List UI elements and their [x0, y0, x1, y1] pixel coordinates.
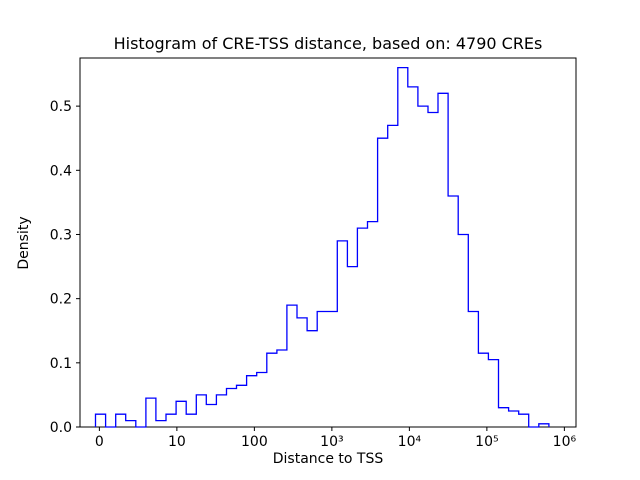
y-tick-label: 0.2	[50, 292, 72, 308]
y-tick-label: 0.3	[50, 227, 72, 243]
x-tick-label: 10³	[320, 434, 343, 450]
x-tick-label: 10⁶	[553, 434, 577, 450]
axes-box	[79, 57, 577, 428]
x-tick-label: 10⁵	[475, 434, 498, 450]
y-tick-label: 0.1	[50, 356, 72, 372]
x-tick-label: 0	[95, 434, 104, 450]
y-tick-label: 0.4	[50, 163, 72, 179]
histogram-step-line	[94, 66, 550, 428]
x-tick-label: 10⁴	[398, 434, 422, 450]
y-tick-label: 0.0	[50, 420, 72, 436]
x-tick-label: 10	[168, 434, 186, 450]
x-axis-label: Distance to TSS	[272, 451, 384, 467]
chart-title: Histogram of CRE-TSS distance, based on:…	[113, 34, 543, 53]
x-tick-label: 100	[241, 434, 268, 450]
y-axis-label: Density	[16, 216, 32, 270]
y-tick-label: 0.5	[50, 99, 72, 115]
